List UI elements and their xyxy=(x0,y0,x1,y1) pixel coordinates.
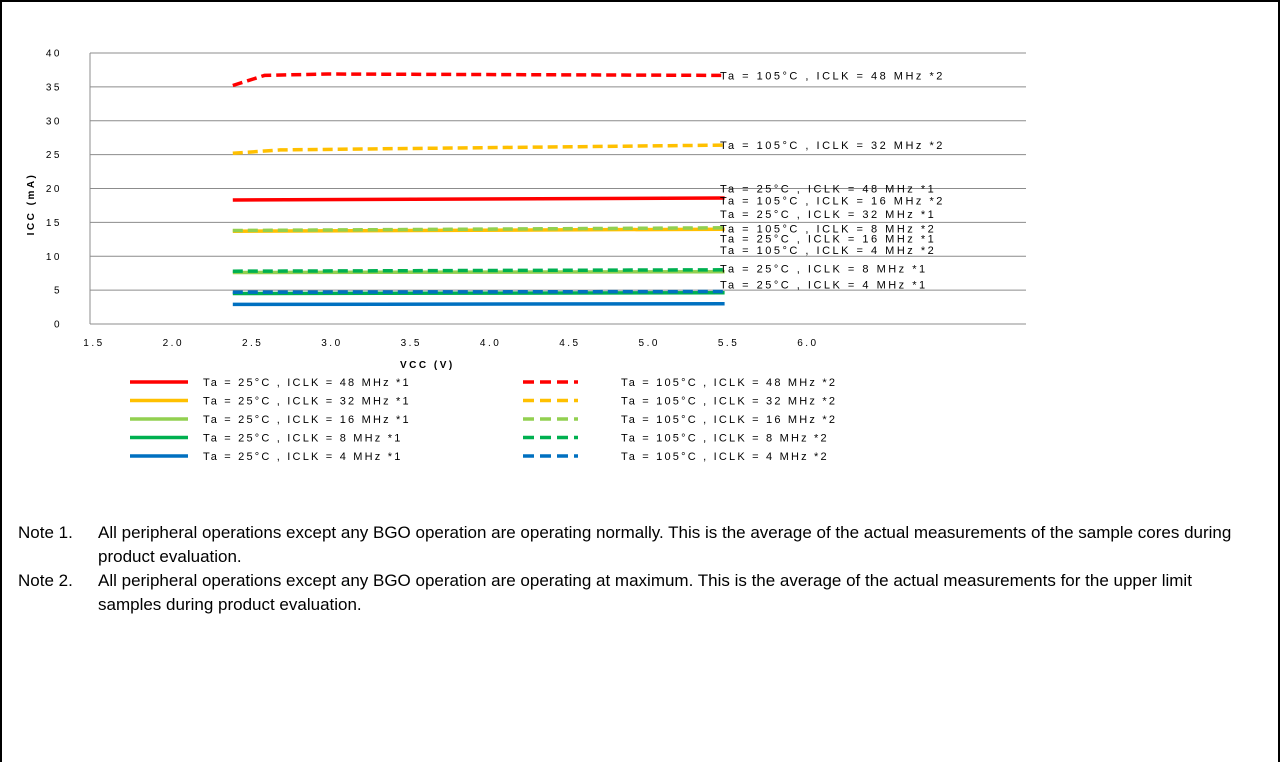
legend-label-9: Ta = 105°C , ICLK = 8 MHz *2 xyxy=(621,433,829,445)
legend-label-7: Ta = 105°C , ICLK = 32 MHz *2 xyxy=(621,396,837,408)
annotation-10: Ta = 25°C , ICLK = 4 MHz *1 xyxy=(720,280,928,292)
legend: Ta = 25°C , ICLK = 48 MHz *1 Ta = 25°C , … xyxy=(130,377,837,463)
x-tick-label-2.0: 2.0 xyxy=(163,338,184,349)
x-tick-label-5.5: 5.5 xyxy=(718,338,739,349)
series-line-8 xyxy=(232,226,725,233)
series-line-10 xyxy=(232,289,725,294)
y-tick-label-35: 35 xyxy=(46,82,62,93)
x-tick-label-1.5: 1.5 xyxy=(83,338,104,349)
x-tick-label-3.0: 3.0 xyxy=(321,338,342,349)
legend-label-10: Ta = 105°C , ICLK = 4 MHz *2 xyxy=(621,451,829,463)
x-axis-title: VCC (V) xyxy=(400,360,455,371)
x-tick-label-4.0: 4.0 xyxy=(480,338,501,349)
y-tick-labels: 0 5 10 15 20 25 30 35 40 xyxy=(46,49,62,331)
y-axis-title: ICC (mA) xyxy=(26,173,37,236)
series-line-6 xyxy=(232,72,725,88)
y-tick-label-15: 15 xyxy=(46,218,62,229)
x-tick-label-2.5: 2.5 xyxy=(242,338,263,349)
note-1-label: Note 1. xyxy=(18,523,73,542)
series-line-9 xyxy=(232,268,725,273)
annotation-3: Ta = 25°C , ICLK = 48 MHz *1 xyxy=(720,184,936,196)
note-2: Note 2. All peripheral operations except… xyxy=(18,569,1268,617)
series-line-7 xyxy=(232,143,725,156)
annotation-5: Ta = 25°C , ICLK = 32 MHz *1 xyxy=(720,209,936,221)
y-tick-label-10: 10 xyxy=(46,252,62,263)
y-tick-label-20: 20 xyxy=(46,184,62,195)
legend-label-8: Ta = 105°C , ICLK = 16 MHz *2 xyxy=(621,414,837,426)
y-tick-label-25: 25 xyxy=(46,150,62,161)
annotation-4: Ta = 105°C , ICLK = 16 MHz *2 xyxy=(720,196,945,208)
legend-label-2: Ta = 25°C , ICLK = 32 MHz *1 xyxy=(203,396,411,408)
legend-label-5: Ta = 25°C , ICLK = 4 MHz *1 xyxy=(203,451,403,463)
legend-label-1: Ta = 25°C , ICLK = 48 MHz *1 xyxy=(203,377,411,389)
y-tick-label-40: 40 xyxy=(46,49,62,60)
x-tick-label-4.5: 4.5 xyxy=(559,338,580,349)
line-annotations: Ta = 105°C , ICLK = 48 MHz *2 Ta = 105°C … xyxy=(720,70,945,292)
note-2-text: All peripheral operations except any BGO… xyxy=(98,571,1192,614)
legend-label-4: Ta = 25°C , ICLK = 8 MHz *1 xyxy=(203,433,403,445)
series-line-5 xyxy=(232,301,725,307)
legend-label-6: Ta = 105°C , ICLK = 48 MHz *2 xyxy=(621,377,837,389)
annotation-2: Ta = 105°C , ICLK = 32 MHz *2 xyxy=(720,140,945,152)
y-tick-label-5: 5 xyxy=(54,286,62,297)
series-lines xyxy=(232,72,725,307)
note-1: Note 1. All peripheral operations except… xyxy=(18,521,1268,569)
y-tick-label-0: 0 xyxy=(54,320,62,331)
x-tick-labels: 1.5 2.0 2.5 3.0 3.5 4.0 4.5 5.0 5.5 6.0 xyxy=(83,338,818,349)
x-tick-label-6.0: 6.0 xyxy=(797,338,818,349)
notes: Note 1. All peripheral operations except… xyxy=(18,521,1268,617)
annotation-8: Ta = 105°C , ICLK = 4 MHz *2 xyxy=(720,245,936,257)
annotation-1: Ta = 105°C , ICLK = 48 MHz *2 xyxy=(720,70,945,82)
gridlines xyxy=(89,52,1026,325)
note-1-text: All peripheral operations except any BGO… xyxy=(98,523,1232,566)
icc-vs-vcc-chart: 0 5 10 15 20 25 30 35 40 1.5 2.0 2.5 3.0 3.5 4.0 4.5 5.… xyxy=(26,49,1026,463)
note-2-label: Note 2. xyxy=(18,571,73,590)
annotation-7: Ta = 25°C , ICLK = 16 MHz *1 xyxy=(720,234,936,246)
series-line-1 xyxy=(232,196,725,202)
x-tick-label-5.0: 5.0 xyxy=(639,338,660,349)
annotation-6: Ta = 105°C , ICLK = 8 MHz *2 xyxy=(720,223,936,235)
annotation-9: Ta = 25°C , ICLK = 8 MHz *1 xyxy=(720,263,928,275)
legend-label-3: Ta = 25°C , ICLK = 16 MHz *1 xyxy=(203,414,411,426)
y-tick-label-30: 30 xyxy=(46,116,62,127)
x-tick-label-3.5: 3.5 xyxy=(401,338,422,349)
